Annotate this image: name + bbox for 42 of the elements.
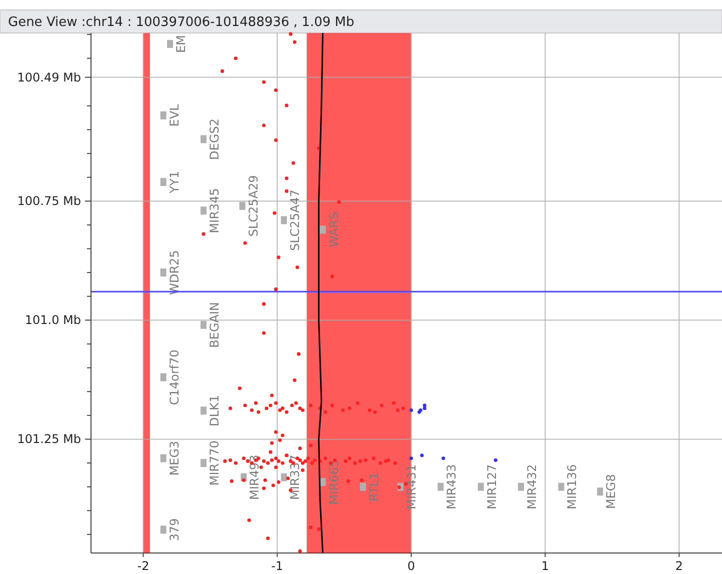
point: [494, 458, 498, 462]
annotation: MIR665: [326, 459, 341, 505]
x-tick-label: -2: [137, 559, 150, 573]
annotation: MIR433: [444, 464, 459, 510]
y-tick-label: 101.0 Mb: [24, 313, 81, 328]
annotation: BEGAIN: [208, 302, 222, 348]
y-tick-label: 100.75 Mb: [17, 194, 81, 208]
x-tick-label: 1: [541, 559, 549, 573]
annotation: MIR431: [404, 464, 418, 510]
annotation: MIR127: [484, 464, 499, 510]
annotation: YY1: [167, 170, 182, 194]
annotation: WDR25: [167, 250, 182, 295]
point: [420, 454, 424, 458]
y-tick-label: 100.49 Mb: [17, 70, 81, 84]
point: [422, 406, 426, 410]
point: [422, 404, 426, 408]
chart-title: Gene View :chr14 : 100397006-101488936 , 1.09 Mb: [8, 15, 354, 30]
annotation: MIR432: [525, 464, 540, 510]
annotation: MEG8: [604, 474, 618, 510]
annotation: 379: [167, 518, 182, 542]
x-tick-label: 0: [407, 559, 416, 573]
point: [409, 408, 413, 412]
annotation: MIR770: [208, 440, 222, 486]
line-series: [318, 32, 324, 554]
x-tick-label: 2: [675, 559, 683, 573]
x-tick-label: -1: [271, 559, 284, 573]
annotation: DEGS2: [208, 118, 222, 160]
annotation: MIR345: [208, 188, 222, 234]
annotation: EM: [174, 34, 188, 53]
annotation: SLC25A47: [288, 189, 302, 251]
annotation: WARS: [326, 212, 341, 248]
point: [442, 456, 446, 460]
y-tick-label: 101.25 Mb: [17, 432, 81, 446]
point: [409, 456, 413, 460]
annotation: MEG3: [167, 440, 182, 476]
annotation: SLC25A29: [246, 175, 260, 237]
annotation: C14orf70: [167, 350, 182, 405]
annotation: MIR136: [565, 464, 580, 510]
annotation: RTL1: [366, 472, 381, 502]
annotation: EVL: [167, 104, 182, 127]
annotation: MIR493: [248, 454, 262, 500]
annotation: DLK1: [208, 394, 222, 426]
